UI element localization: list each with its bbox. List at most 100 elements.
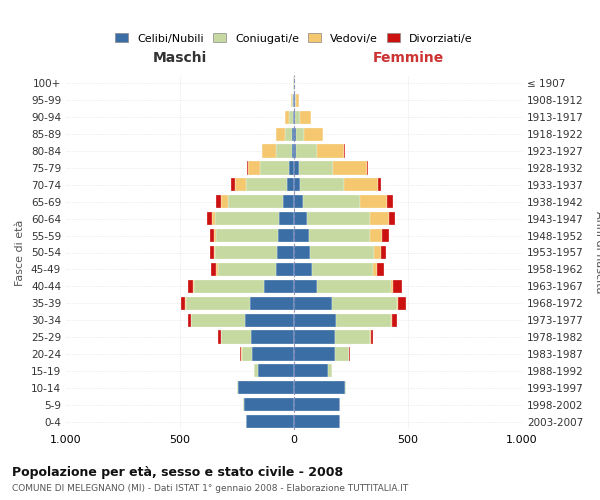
Bar: [370, 330, 371, 344]
Bar: [217, 263, 218, 276]
Bar: [344, 144, 345, 158]
Bar: [235, 178, 246, 192]
Bar: [294, 178, 300, 192]
Bar: [276, 128, 286, 141]
Bar: [181, 296, 185, 310]
Bar: [294, 330, 335, 344]
Bar: [294, 195, 303, 208]
Bar: [349, 348, 350, 360]
Bar: [209, 229, 214, 242]
Bar: [388, 195, 393, 208]
Text: Maschi: Maschi: [153, 51, 207, 65]
Bar: [333, 162, 367, 174]
Bar: [393, 280, 403, 293]
Y-axis label: Fasce di età: Fasce di età: [16, 220, 25, 286]
Bar: [246, 415, 294, 428]
Bar: [294, 314, 336, 326]
Bar: [336, 314, 391, 326]
Text: Femmine: Femmine: [373, 51, 443, 65]
Y-axis label: Anni di nascita: Anni di nascita: [595, 211, 600, 294]
Bar: [367, 162, 368, 174]
Bar: [257, 364, 294, 378]
Bar: [293, 94, 294, 107]
Bar: [245, 314, 294, 326]
Bar: [286, 128, 292, 141]
Bar: [294, 280, 317, 293]
Legend: Celibi/Nubili, Coniugati/e, Vedovi/e, Divorziati/e: Celibi/Nubili, Coniugati/e, Vedovi/e, Di…: [113, 31, 475, 46]
Bar: [294, 296, 332, 310]
Bar: [295, 94, 296, 107]
Bar: [294, 94, 295, 107]
Bar: [294, 246, 310, 259]
Bar: [276, 144, 292, 158]
Bar: [188, 280, 193, 293]
Bar: [244, 398, 294, 411]
Bar: [398, 296, 406, 310]
Bar: [294, 144, 296, 158]
Bar: [377, 263, 384, 276]
Bar: [218, 330, 221, 344]
Bar: [221, 195, 228, 208]
Bar: [252, 348, 294, 360]
Bar: [296, 94, 299, 107]
Bar: [293, 110, 294, 124]
Bar: [300, 178, 344, 192]
Bar: [307, 212, 370, 226]
Bar: [279, 212, 294, 226]
Bar: [211, 263, 217, 276]
Bar: [292, 144, 294, 158]
Bar: [294, 415, 340, 428]
Bar: [254, 364, 257, 378]
Bar: [248, 162, 260, 174]
Bar: [294, 212, 307, 226]
Bar: [217, 195, 221, 208]
Bar: [208, 212, 212, 226]
Bar: [277, 246, 294, 259]
Bar: [191, 314, 245, 326]
Bar: [317, 280, 391, 293]
Bar: [294, 128, 296, 141]
Bar: [294, 398, 340, 411]
Bar: [238, 381, 294, 394]
Bar: [391, 280, 393, 293]
Bar: [292, 94, 293, 107]
Bar: [250, 296, 294, 310]
Bar: [303, 195, 360, 208]
Bar: [304, 128, 323, 141]
Bar: [373, 263, 377, 276]
Bar: [295, 110, 300, 124]
Bar: [285, 110, 289, 124]
Bar: [299, 162, 333, 174]
Bar: [294, 263, 312, 276]
Bar: [218, 263, 276, 276]
Bar: [389, 212, 395, 226]
Text: COMUNE DI MELEGNANO (MI) - Dati ISTAT 1° gennaio 2008 - Elaborazione TUTTITALIA.: COMUNE DI MELEGNANO (MI) - Dati ISTAT 1°…: [12, 484, 408, 493]
Bar: [294, 110, 295, 124]
Bar: [289, 110, 293, 124]
Bar: [221, 330, 251, 344]
Bar: [335, 348, 349, 360]
Bar: [186, 296, 250, 310]
Bar: [300, 110, 311, 124]
Bar: [289, 162, 294, 174]
Bar: [214, 246, 215, 259]
Bar: [262, 144, 276, 158]
Bar: [294, 162, 299, 174]
Bar: [214, 229, 217, 242]
Bar: [217, 229, 278, 242]
Bar: [188, 314, 191, 326]
Bar: [312, 263, 373, 276]
Bar: [344, 178, 379, 192]
Bar: [382, 229, 389, 242]
Bar: [309, 229, 370, 242]
Bar: [212, 212, 215, 226]
Bar: [215, 212, 279, 226]
Bar: [374, 246, 380, 259]
Bar: [240, 348, 241, 360]
Bar: [391, 314, 392, 326]
Bar: [215, 246, 277, 259]
Bar: [260, 162, 289, 174]
Bar: [360, 195, 388, 208]
Bar: [291, 94, 292, 107]
Text: Popolazione per età, sesso e stato civile - 2008: Popolazione per età, sesso e stato civil…: [12, 466, 343, 479]
